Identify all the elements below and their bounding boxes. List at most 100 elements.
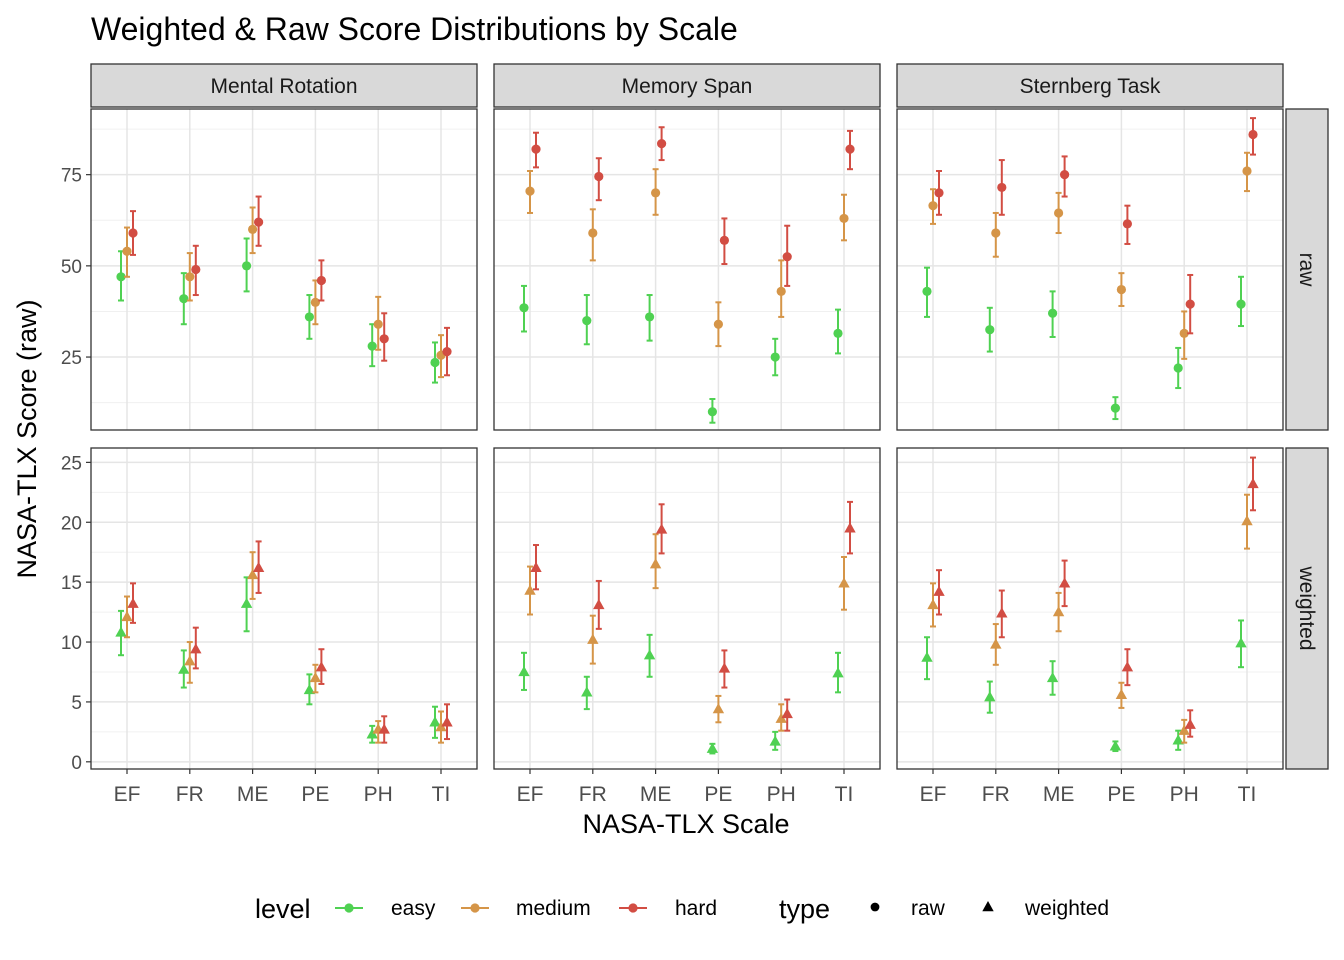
point-medium-me <box>248 224 258 234</box>
point-medium-ti <box>1242 166 1252 176</box>
point-hard-me <box>254 217 264 227</box>
legend-key-point-hard <box>628 903 638 913</box>
panel-background <box>897 109 1283 430</box>
point-hard-fr <box>593 598 605 610</box>
point-medium-fr <box>991 228 1001 238</box>
point-medium-ph <box>1179 328 1189 338</box>
point-hard-ph <box>782 252 792 262</box>
y-tick-label: 0 <box>71 753 82 774</box>
panel-raw-sternberg-task <box>896 108 1284 431</box>
point-easy-ti <box>429 716 441 727</box>
x-tick-label-fr: FR <box>176 783 204 806</box>
legend-level-title: level <box>255 894 311 924</box>
legend-label-medium: medium <box>516 897 591 920</box>
point-easy-ph <box>769 735 781 746</box>
point-hard-me <box>252 561 265 572</box>
point-medium-ef <box>122 246 132 256</box>
point-medium-ti <box>435 721 447 732</box>
panel-border <box>896 447 1284 770</box>
point-hard-ph <box>379 334 389 344</box>
point-easy-fr <box>178 663 190 674</box>
legend-label-weighted: weighted <box>1024 897 1109 920</box>
chart-title: Weighted & Raw Score Distributions by Sc… <box>91 11 738 47</box>
point-hard-ef <box>933 585 945 596</box>
point-easy-pe <box>706 742 719 753</box>
panel-raw-mental-rotation <box>90 108 478 431</box>
point-medium-me <box>1052 606 1065 617</box>
point-easy-fr <box>582 315 592 326</box>
point-medium-me <box>246 568 259 580</box>
point-easy-ti <box>1235 637 1247 648</box>
facet-label-weighted: weighted <box>1295 565 1318 650</box>
y-tick-label: 10 <box>61 633 82 654</box>
point-medium-pe <box>1115 688 1128 699</box>
point-easy-ef <box>921 651 933 662</box>
y-tick-label: 5 <box>71 693 82 714</box>
point-easy-pe <box>707 407 718 417</box>
point-hard-ef <box>934 188 944 198</box>
panel-border <box>90 108 478 431</box>
point-easy-me <box>1046 671 1059 683</box>
point-medium-fr <box>588 228 598 238</box>
point-medium-ef <box>525 186 535 196</box>
point-hard-ef <box>128 228 138 238</box>
x-tick-label-fr: FR <box>982 783 1010 806</box>
point-medium-pe <box>309 671 322 683</box>
point-easy-ef <box>115 626 127 637</box>
x-axis-title: NASA-TLX Scale <box>582 809 789 839</box>
facet-strip-sternberg-task <box>896 63 1284 108</box>
point-medium-pe <box>1116 284 1126 295</box>
point-easy-ef <box>922 286 932 296</box>
point-easy-ti <box>430 357 440 368</box>
panel-weighted-memory-span <box>493 447 881 770</box>
legend-key-point-easy <box>344 903 354 913</box>
point-hard-pe <box>718 662 731 673</box>
x-tick-label-ef: EF <box>920 783 947 806</box>
legend-key-weighted <box>982 901 994 912</box>
point-hard-fr <box>996 607 1008 618</box>
point-easy-pe <box>1109 740 1122 751</box>
legend-type-title: type <box>779 894 830 924</box>
point-easy-ph <box>1173 363 1183 373</box>
point-easy-me <box>645 312 655 322</box>
facet-label-raw: raw <box>1295 253 1318 288</box>
x-tick-label-ph: PH <box>1170 783 1199 806</box>
y-tick-label: 25 <box>61 453 82 474</box>
panel-border <box>90 447 478 770</box>
point-medium-me <box>651 188 661 198</box>
panel-background <box>91 448 477 769</box>
point-medium-ph <box>775 712 787 723</box>
point-easy-fr <box>581 686 593 697</box>
legend-key-raw <box>870 902 880 912</box>
x-tick-label-ph: PH <box>767 783 796 806</box>
facet-strip-raw <box>1285 108 1329 431</box>
panel-raw-memory-span <box>493 108 881 431</box>
point-medium-ti <box>838 577 850 588</box>
point-medium-me <box>649 558 662 569</box>
facet-label-memory-span: Memory Span <box>622 75 753 98</box>
point-medium-pe <box>310 297 320 307</box>
x-tick-label-ti: TI <box>1238 783 1257 806</box>
point-medium-pe <box>712 703 725 714</box>
point-medium-ph <box>776 286 786 296</box>
point-hard-fr <box>997 182 1007 193</box>
point-medium-fr <box>184 655 196 666</box>
point-medium-fr <box>587 633 599 644</box>
legend-label-raw: raw <box>911 897 946 920</box>
point-hard-ef <box>530 561 542 572</box>
point-hard-pe <box>1122 219 1132 229</box>
x-tick-label-ph: PH <box>364 783 393 806</box>
point-hard-ti <box>1247 477 1259 489</box>
legend-label-hard: hard <box>675 897 717 920</box>
point-hard-ph <box>1184 718 1196 729</box>
point-easy-ti <box>832 667 844 678</box>
x-tick-label-me: ME <box>237 783 269 806</box>
point-hard-ti <box>845 144 855 154</box>
plot-panels: Mental Rotation Memory Span Sternberg Task… <box>61 63 1329 806</box>
x-tick-label-fr: FR <box>579 783 607 806</box>
x-tick-label-ef: EF <box>517 783 544 806</box>
facet-label-mental-rotation: Mental Rotation <box>210 75 357 98</box>
point-easy-me <box>643 649 656 660</box>
point-medium-ef <box>927 598 939 610</box>
x-tick-label-ti: TI <box>432 783 451 806</box>
